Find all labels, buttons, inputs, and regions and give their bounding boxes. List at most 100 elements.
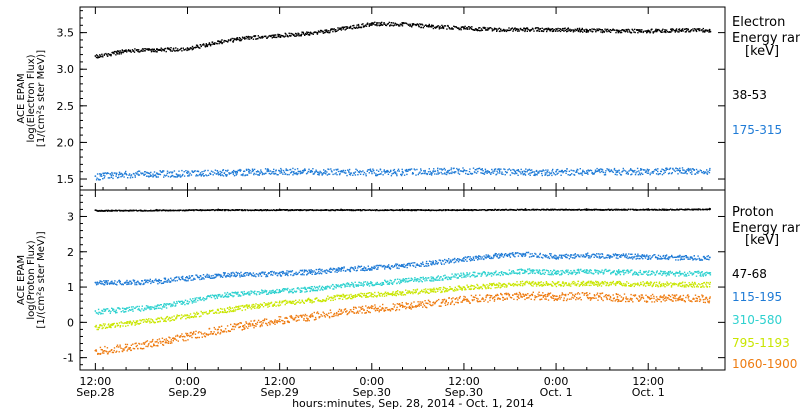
proton-point — [161, 280, 162, 281]
electron-point — [641, 29, 642, 30]
proton-point — [393, 281, 394, 282]
proton-point — [318, 210, 319, 211]
proton-point — [524, 272, 525, 273]
proton-point — [97, 283, 98, 284]
electron-point — [602, 29, 603, 30]
proton-point — [479, 273, 480, 274]
electron-point — [454, 26, 455, 27]
proton-point — [561, 256, 562, 257]
proton-point — [560, 257, 561, 258]
electron-point — [628, 29, 629, 30]
electron-point — [167, 171, 168, 172]
proton-point — [470, 260, 471, 261]
electron-point — [541, 173, 542, 174]
proton-data-point-115-195 — [555, 255, 557, 257]
electron-point — [232, 38, 233, 39]
proton-legend-title-line: [keV] — [745, 233, 779, 248]
proton-point — [147, 306, 148, 307]
proton-point — [297, 273, 298, 274]
electron-point — [383, 171, 384, 172]
electron-point — [343, 28, 344, 29]
electron-point — [301, 34, 302, 35]
electron-point — [358, 25, 359, 26]
electron-point — [197, 175, 198, 176]
proton-point — [302, 273, 303, 274]
proton-point — [389, 284, 390, 285]
electron-point — [537, 30, 538, 31]
electron-point — [227, 170, 228, 171]
electron-point — [292, 174, 293, 175]
electron-point — [574, 174, 575, 175]
proton-point — [113, 210, 114, 211]
proton-point — [384, 268, 385, 269]
electron-point — [131, 174, 132, 175]
proton-point — [469, 259, 470, 260]
proton-point — [466, 261, 467, 262]
electron-point — [576, 170, 577, 171]
electron-point — [122, 49, 123, 50]
proton-point — [345, 286, 346, 287]
electron-point — [200, 174, 201, 175]
electron-point — [166, 175, 167, 176]
electron-point — [643, 169, 644, 170]
electron-point — [604, 29, 605, 30]
proton-ytick-label: 0 — [67, 316, 74, 329]
proton-point — [170, 281, 171, 282]
proton-point — [203, 300, 204, 301]
proton-point — [347, 269, 348, 270]
electron-point — [362, 23, 363, 24]
electron-point — [391, 175, 392, 176]
proton-point — [539, 209, 540, 210]
electron-point — [614, 168, 615, 169]
electron-point — [407, 170, 408, 171]
electron-point — [419, 26, 420, 27]
proton-point — [267, 209, 268, 210]
proton-point — [244, 275, 245, 276]
proton-point — [501, 255, 502, 256]
proton-point — [237, 275, 238, 276]
proton-point — [275, 290, 276, 291]
electron-point — [258, 35, 259, 36]
proton-point — [374, 284, 375, 285]
proton-point — [272, 274, 273, 275]
electron-point — [280, 168, 281, 169]
proton-point — [239, 275, 240, 276]
proton-point — [242, 293, 243, 294]
proton-point — [126, 280, 127, 281]
electron-point — [104, 54, 105, 55]
proton-point — [214, 277, 215, 278]
electron-point — [575, 29, 576, 30]
proton-point — [542, 257, 543, 258]
proton-point — [463, 261, 464, 262]
electron-point — [485, 171, 486, 172]
proton-point — [648, 259, 649, 260]
proton-point — [530, 271, 531, 272]
proton-point — [443, 275, 444, 276]
proton-data-point-47-68 — [217, 209, 219, 211]
electron-point — [450, 169, 451, 170]
electron-point — [696, 29, 697, 30]
electron-point — [204, 175, 205, 176]
electron-point — [99, 54, 100, 55]
electron-data-point-38-53 — [709, 29, 711, 31]
electron-point — [531, 169, 532, 170]
electron-point — [609, 31, 610, 32]
electron-point — [580, 168, 581, 169]
electron-point — [233, 40, 234, 41]
electron-point — [224, 172, 225, 173]
proton-point — [458, 277, 459, 278]
proton-point — [197, 300, 198, 301]
proton-point — [163, 283, 164, 284]
electron-point — [361, 171, 362, 172]
proton-point — [474, 260, 475, 261]
electron-point — [327, 174, 328, 175]
proton-point — [251, 274, 252, 275]
electron-point — [604, 31, 605, 32]
proton-point — [166, 303, 167, 304]
proton-point — [505, 273, 506, 274]
proton-point — [495, 209, 496, 210]
electron-point — [438, 25, 439, 26]
electron-point — [551, 175, 552, 176]
electron-point — [110, 54, 111, 55]
proton-point — [495, 271, 496, 272]
